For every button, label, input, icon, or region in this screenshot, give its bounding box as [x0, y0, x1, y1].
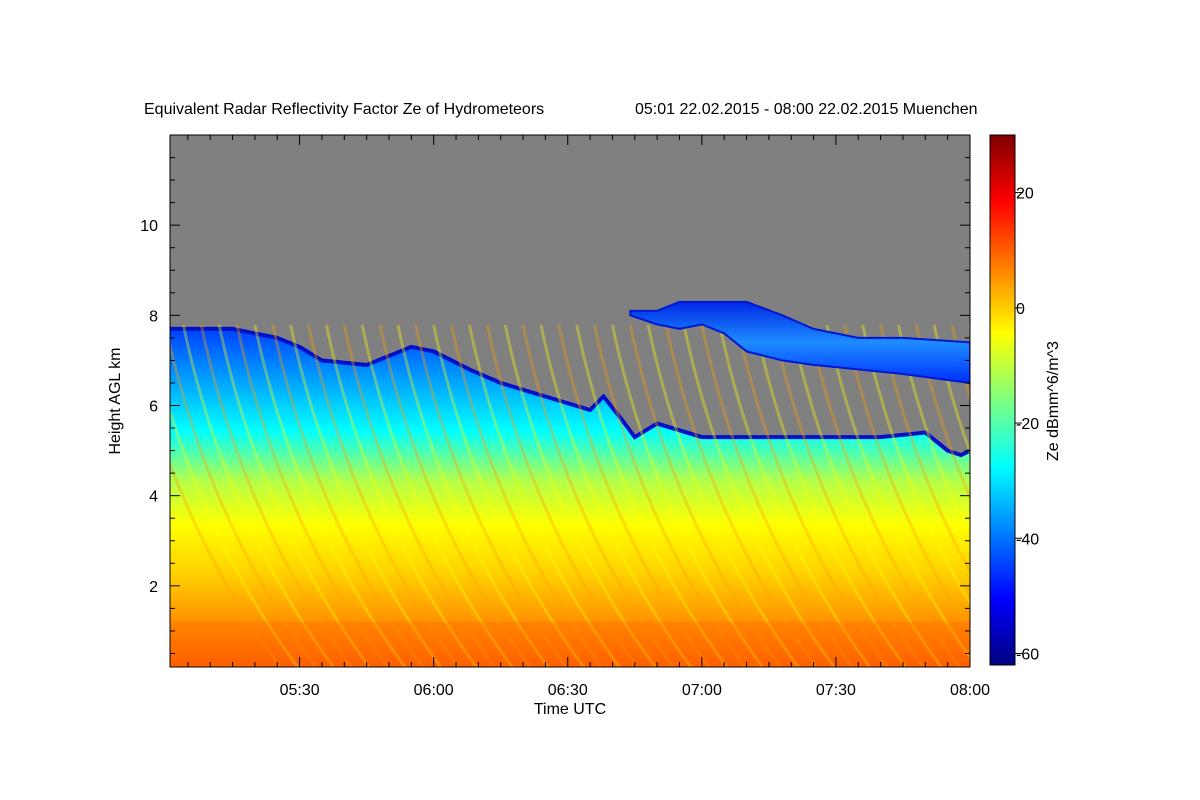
fall-streak — [807, 324, 961, 667]
fall-streak — [610, 324, 764, 667]
fall-streak — [539, 324, 693, 667]
colorbar-ticks: 20 0 -20 -40 -60 — [1015, 186, 1039, 663]
fall-streak — [217, 324, 371, 667]
fall-streak — [170, 406, 299, 667]
y-axis-title: Height AGL km — [107, 347, 124, 454]
fall-streak — [271, 324, 425, 667]
y-tick-label: 10 — [140, 218, 158, 235]
fall-streak — [771, 324, 925, 667]
fall-streak — [289, 324, 442, 667]
colorbar-tick-label: 0 — [1016, 301, 1025, 318]
fall-streak — [467, 324, 621, 667]
fall-streak — [378, 324, 532, 667]
fall-streak — [432, 324, 585, 667]
fall-streak — [414, 324, 568, 667]
colorbar — [989, 134, 1016, 666]
fall-streak — [861, 324, 970, 606]
low-level-band — [170, 621, 970, 667]
fall-streak — [235, 324, 389, 667]
upper-cloud-layer — [629, 300, 970, 384]
fall-streak — [170, 338, 317, 667]
fall-streak — [700, 324, 854, 667]
fall-streaks — [170, 324, 970, 667]
fall-streak — [253, 324, 407, 667]
fall-streak — [664, 324, 818, 667]
x-tick-label: 06:30 — [548, 682, 588, 699]
colorbar-tick-label: -20 — [1016, 416, 1039, 433]
y-tick-label: 6 — [149, 399, 158, 416]
fall-streak — [307, 324, 460, 667]
fall-streak — [503, 324, 657, 667]
fall-streak — [557, 324, 711, 667]
fall-streak — [170, 459, 281, 667]
fall-streak — [646, 324, 800, 667]
fall-streak — [593, 324, 746, 667]
main-echo-region — [170, 328, 970, 667]
fall-streak — [485, 324, 639, 667]
fall-streak — [575, 324, 728, 667]
fall-streak — [324, 324, 478, 667]
y-tick-label: 2 — [149, 579, 158, 596]
y-tick-label: 4 — [149, 489, 158, 506]
fall-streak — [754, 324, 907, 667]
x-tick-label: 07:00 — [682, 682, 722, 699]
fall-streak — [181, 324, 335, 667]
fall-streak — [879, 324, 970, 575]
fall-streak — [521, 324, 675, 667]
chart-period: 05:01 22.02.2015 - 08:00 22.02.2015 Muen… — [635, 101, 978, 118]
echo-top-edge — [170, 326, 970, 458]
x-tick-label: 05:30 — [280, 682, 320, 699]
fall-streak — [789, 324, 943, 667]
fall-streak — [199, 324, 353, 667]
x-tick-label: 08:00 — [950, 682, 990, 699]
fall-streak — [628, 324, 782, 667]
colorbar-label: Ze dBmm^6/m^3 — [1045, 341, 1062, 461]
fall-streak — [682, 324, 836, 667]
chart-title: Equivalent Radar Reflectivity Factor Ze … — [144, 101, 544, 118]
fall-streak — [950, 324, 970, 403]
axes: 05:30 06:00 06:30 07:00 07:30 08:00 2 4 6 8 10 — [140, 135, 990, 699]
fall-streak — [736, 324, 889, 667]
fall-streak — [396, 324, 550, 667]
fall-streak — [360, 324, 514, 667]
x-tick-label: 06:00 — [414, 682, 454, 699]
fall-streak — [718, 324, 871, 667]
fall-streak — [825, 324, 970, 660]
colorbar-tick-label: -60 — [1016, 646, 1039, 663]
reflectivity-field — [170, 300, 970, 667]
x-axis-title: Time UTC — [534, 701, 606, 718]
fall-streak — [450, 324, 603, 667]
y-tick-label: 8 — [149, 308, 158, 325]
colorbar-tick-label: 20 — [1016, 186, 1034, 203]
fall-streak — [342, 324, 496, 667]
fall-streak — [843, 324, 970, 634]
plot-frame — [169, 134, 971, 668]
x-tick-label: 07:30 — [816, 682, 856, 699]
colorbar-tick-label: -40 — [1016, 531, 1039, 548]
